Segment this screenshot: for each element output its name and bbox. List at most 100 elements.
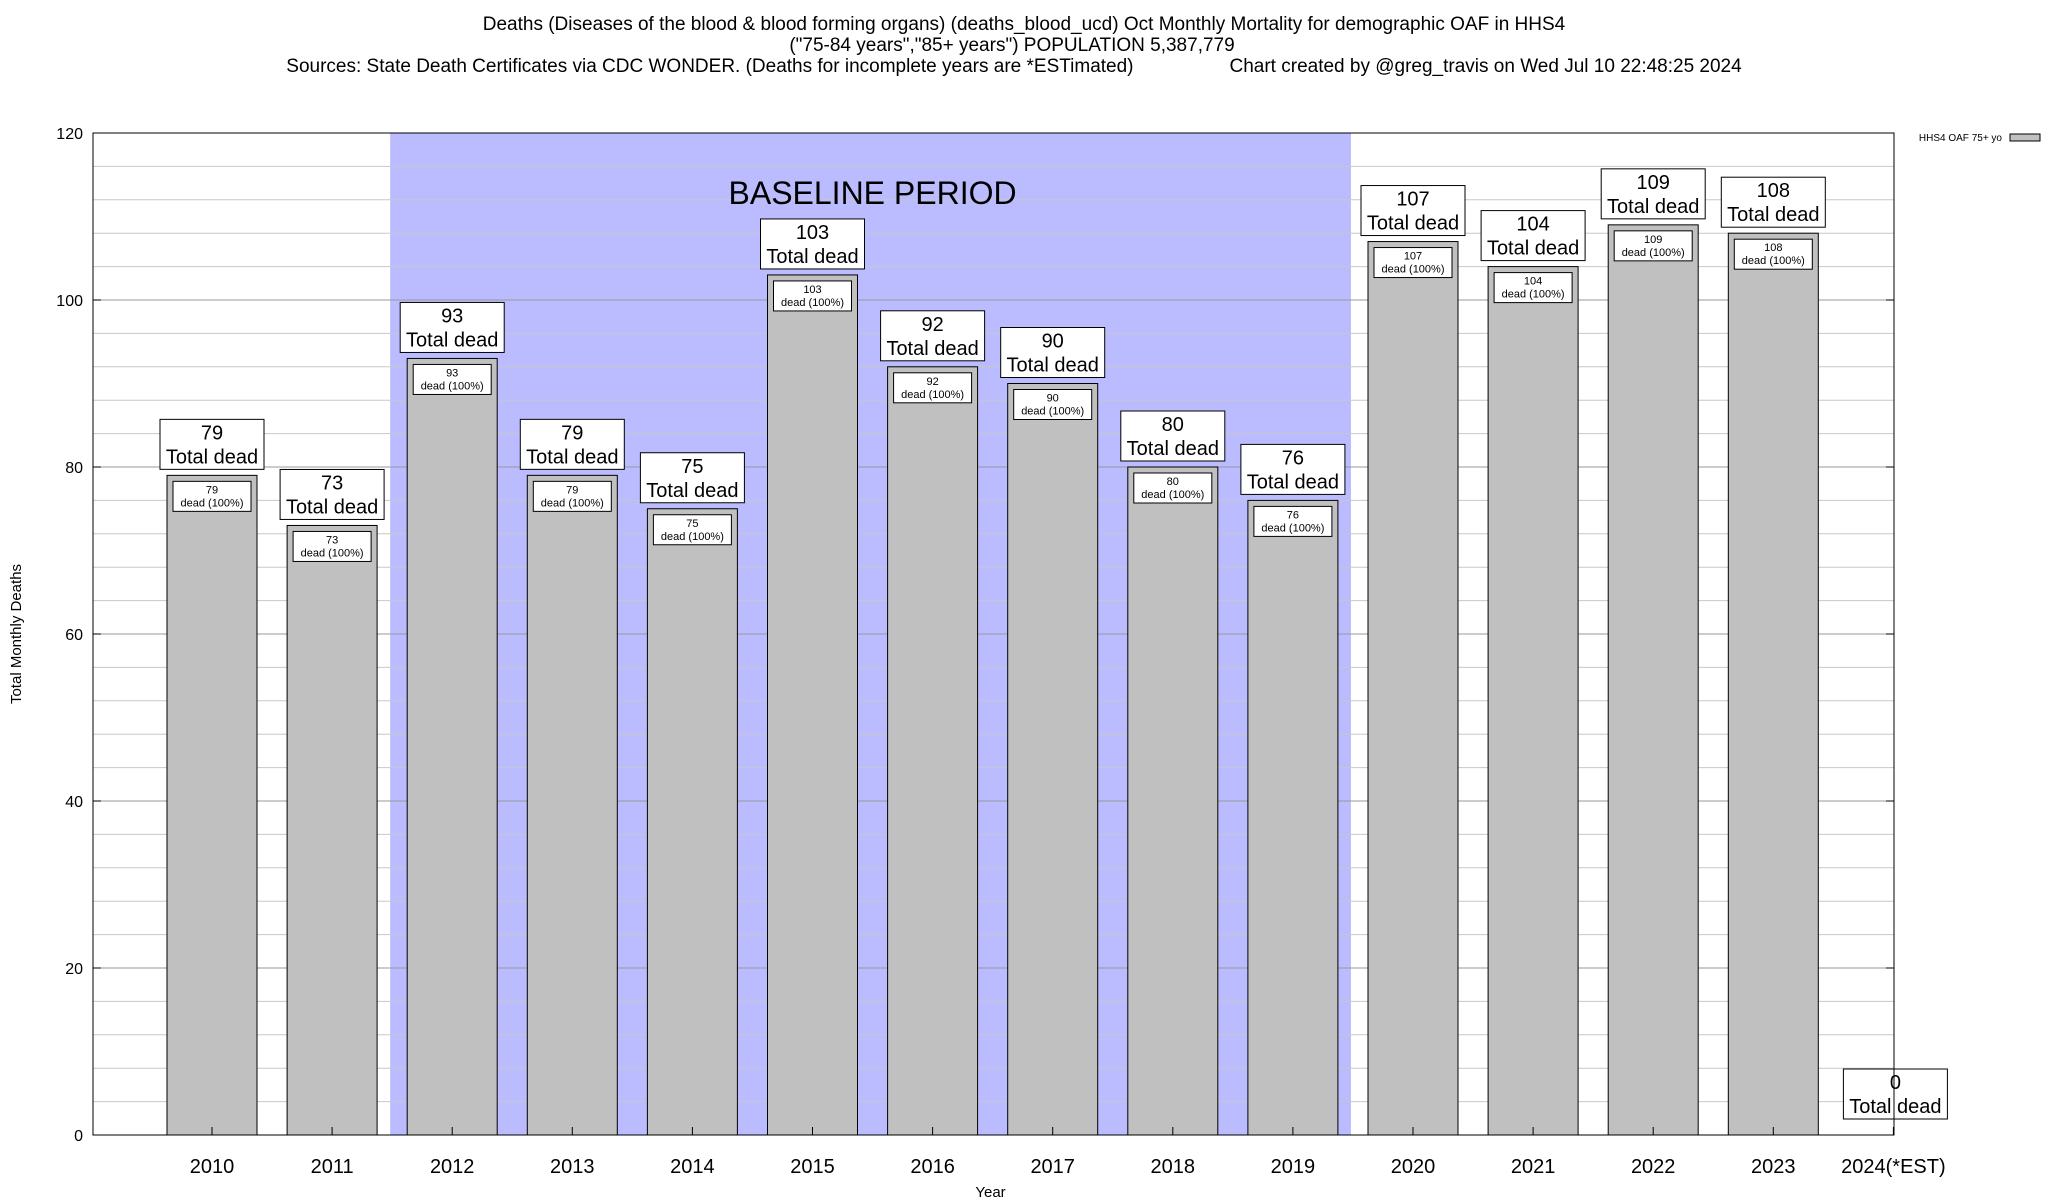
bar xyxy=(526,474,618,1136)
total-label-box xyxy=(519,418,625,470)
x-axis-label: Year xyxy=(975,1184,1005,1200)
total-label-text: Total dead xyxy=(1127,438,1219,460)
total-label-value: 92 xyxy=(921,314,943,336)
x-tick-label: 2012 xyxy=(430,1156,475,1178)
bar xyxy=(1367,241,1459,1136)
inner-label-value: 108 xyxy=(1764,242,1782,254)
inner-label-box xyxy=(1133,472,1213,504)
inner-label-value: 79 xyxy=(566,484,578,496)
bar xyxy=(1007,383,1099,1136)
bar xyxy=(1487,266,1579,1136)
inner-label-box xyxy=(893,372,973,404)
total-label-box xyxy=(1842,1068,1948,1120)
inner-label-value: 76 xyxy=(1287,509,1299,521)
inner-label-value: 75 xyxy=(686,518,698,530)
inner-label-box xyxy=(1373,247,1453,279)
y-tick-label: 100 xyxy=(56,293,83,310)
total-label-text: Total dead xyxy=(1487,238,1579,260)
total-label-value: 79 xyxy=(561,422,583,444)
y-tick-label: 120 xyxy=(56,126,83,143)
total-label-value: 104 xyxy=(1516,214,1549,236)
total-label-text: Total dead xyxy=(1727,204,1819,226)
x-tick-label: 2021 xyxy=(1511,1156,1556,1178)
total-label-box xyxy=(1360,185,1466,237)
legend-swatch xyxy=(2009,133,2041,142)
bar xyxy=(1727,232,1819,1136)
inner-label-suffix: dead (100%) xyxy=(1382,264,1445,276)
total-label-box xyxy=(159,418,265,470)
total-label-value: 73 xyxy=(321,472,343,494)
total-label-value: 76 xyxy=(1282,447,1304,469)
total-label-box xyxy=(1000,327,1106,378)
total-label-value: 107 xyxy=(1396,189,1429,211)
inner-label-value: 80 xyxy=(1167,476,1179,488)
x-tick-label: 2017 xyxy=(1030,1156,1075,1178)
inner-label-box xyxy=(773,280,852,312)
inner-label-box xyxy=(292,530,372,562)
inner-label-box xyxy=(1253,505,1333,537)
x-tick-label: 2020 xyxy=(1391,1156,1436,1178)
sources-text: Sources: State Death Certificates via CD… xyxy=(286,56,1134,77)
inner-label-value: 103 xyxy=(803,284,821,296)
total-label-text: Total dead xyxy=(406,329,498,351)
bar xyxy=(767,274,858,1136)
total-label-text: Total dead xyxy=(766,246,858,268)
credit-text: Chart created by @greg_travis on Wed Jul… xyxy=(1229,56,1742,77)
inner-label-suffix: dead (100%) xyxy=(1502,289,1565,301)
x-tick-label: 2015 xyxy=(790,1156,835,1178)
total-label-value: 79 xyxy=(201,422,223,444)
inner-label-suffix: dead (100%) xyxy=(781,297,844,309)
x-tick-label: 2022 xyxy=(1631,1156,1676,1178)
x-tick-label: 2014 xyxy=(670,1156,715,1178)
x-tick-label: 2023 xyxy=(1751,1156,1796,1178)
total-label-text: Total dead xyxy=(886,338,978,360)
total-label-value: 0 xyxy=(1890,1072,1901,1094)
total-label-text: Total dead xyxy=(1607,196,1699,218)
inner-label-suffix: dead (100%) xyxy=(661,531,724,543)
inner-label-suffix: dead (100%) xyxy=(1742,255,1805,267)
total-label-value: 80 xyxy=(1162,414,1184,436)
bar xyxy=(166,474,258,1136)
inner-label-suffix: dead (100%) xyxy=(541,497,604,509)
inner-label-suffix: dead (100%) xyxy=(421,380,484,392)
bar xyxy=(286,524,378,1136)
total-label-value: 103 xyxy=(796,222,829,244)
y-tick-label: 80 xyxy=(65,460,83,477)
inner-label-box xyxy=(1013,389,1093,420)
inner-label-box xyxy=(1613,230,1693,262)
x-tick-label: 2019 xyxy=(1271,1156,1316,1178)
y-tick-label: 40 xyxy=(65,794,83,811)
inner-label-value: 107 xyxy=(1404,251,1422,263)
total-label-text: Total dead xyxy=(526,446,618,468)
bar xyxy=(887,366,979,1136)
total-label-box xyxy=(639,452,745,504)
bar xyxy=(646,508,738,1136)
total-label-value: 108 xyxy=(1757,180,1790,202)
bar xyxy=(1607,224,1699,1136)
total-label-value: 90 xyxy=(1042,331,1064,353)
plot-frame xyxy=(92,132,1895,1136)
total-label-text: Total dead xyxy=(1367,213,1459,235)
inner-label-value: 104 xyxy=(1524,276,1542,288)
total-label-box xyxy=(399,301,505,353)
inner-label-suffix: dead (100%) xyxy=(181,497,244,509)
total-label-box xyxy=(760,218,865,270)
bar xyxy=(1127,466,1219,1136)
total-label-text: Total dead xyxy=(166,446,258,468)
baseline-period-label: BASELINE PERIOD xyxy=(729,175,1017,211)
title-line-3: Sources: State Death Certificates via CD… xyxy=(0,56,2038,77)
inner-label-value: 73 xyxy=(326,534,338,546)
inner-label-box xyxy=(1493,272,1573,304)
inner-label-value: 93 xyxy=(446,367,458,379)
x-tick-label: 2010 xyxy=(190,1156,235,1178)
x-tick-label: 2016 xyxy=(910,1156,955,1178)
inner-label-box xyxy=(652,514,732,546)
total-label-value: 109 xyxy=(1637,172,1670,194)
total-label-text: Total dead xyxy=(646,480,738,502)
title-line-2: ("75-84 years","85+ years") POPULATION 5… xyxy=(789,35,1235,56)
title-line-1: Deaths (Diseases of the blood & blood fo… xyxy=(482,14,1566,35)
y-tick-label: 20 xyxy=(65,961,83,978)
inner-label-value: 90 xyxy=(1047,393,1059,405)
inner-label-box xyxy=(172,480,252,512)
